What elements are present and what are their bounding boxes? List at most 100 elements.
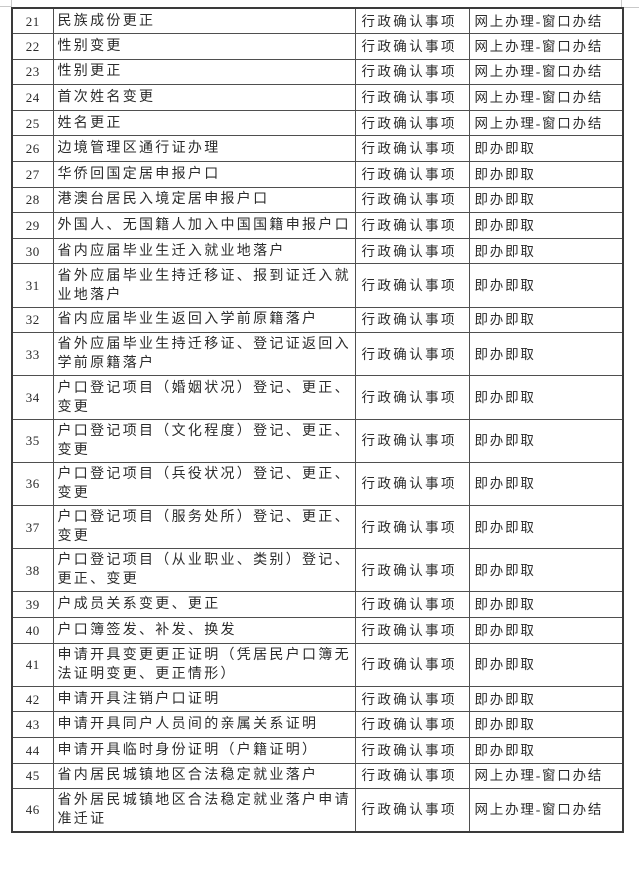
item-category-cell: 行政确认事项 — [354, 84, 470, 111]
row-number-cell: 41 — [11, 642, 54, 687]
item-name-cell: 性别更正 — [52, 58, 356, 86]
row-number-cell: 28 — [11, 186, 54, 214]
table-row: 37 户口登记项目（服务处所）登记、更正、变更 行政确认事项 即办即取 — [11, 504, 624, 550]
processing-method-cell: 即办即取 — [468, 263, 624, 308]
item-name-cell: 申请开具同户人员间的亲属关系证明 — [52, 711, 356, 738]
processing-method-cell: 即办即取 — [468, 418, 624, 463]
item-name-cell: 华侨回国定居申报户口 — [52, 161, 356, 188]
row-number-cell: 35 — [11, 418, 54, 463]
table-row: 26 边境管理区通行证办理 行政确认事项 即办即取 — [11, 135, 624, 163]
table-row: 23 性别更正 行政确认事项 网上办理-窗口办结 — [11, 58, 624, 86]
row-number-cell: 22 — [11, 33, 54, 60]
table-row: 35 户口登记项目（文化程度）登记、更正、变更 行政确认事项 即办即取 — [11, 418, 624, 463]
row-number-cell: 21 — [11, 7, 54, 35]
item-name-cell: 省外居民城镇地区合法稳定就业落户申请准迁证 — [52, 788, 356, 833]
item-category-cell: 行政确认事项 — [354, 186, 470, 214]
processing-method-cell: 网上办理-窗口办结 — [468, 33, 624, 60]
processing-method-cell: 网上办理-窗口办结 — [468, 788, 624, 833]
item-category-cell: 行政确认事项 — [354, 762, 470, 790]
table-row: 46 省外居民城镇地区合法稳定就业落户申请准迁证 行政确认事项 网上办理-窗口办结 — [11, 788, 624, 833]
processing-method-cell: 即办即取 — [468, 212, 624, 239]
item-name-cell: 性别变更 — [52, 33, 356, 60]
row-number-cell: 24 — [11, 84, 54, 111]
table-row: 40 户口簿签发、补发、换发 行政确认事项 即办即取 — [11, 616, 624, 644]
table-row: 36 户口登记项目（兵役状况）登记、更正、变更 行政确认事项 即办即取 — [11, 461, 624, 506]
row-number-cell: 33 — [11, 332, 54, 377]
item-category-cell: 行政确认事项 — [354, 33, 470, 60]
item-category-cell: 行政确认事项 — [354, 58, 470, 86]
table-row: 45 省内居民城镇地区合法稳定就业落户 行政确认事项 网上办理-窗口办结 — [11, 762, 624, 790]
processing-method-cell: 即办即取 — [468, 135, 624, 163]
row-number-cell: 46 — [11, 788, 54, 833]
item-category-cell: 行政确认事项 — [354, 788, 470, 833]
table-body: 21 民族成份更正 行政确认事项 网上办理-窗口办结 22 性别变更 行政确认事项 网上办理-… — [11, 7, 624, 833]
item-name-cell: 港澳台居民入境定居申报户口 — [52, 186, 356, 214]
row-number-cell: 39 — [11, 591, 54, 618]
item-name-cell: 户口登记项目（服务处所）登记、更正、变更 — [52, 504, 356, 550]
item-name-cell: 民族成份更正 — [52, 7, 356, 35]
item-name-cell: 户口登记项目（从业职业、类别）登记、更正、变更 — [52, 548, 356, 593]
item-name-cell: 外国人、无国籍人加入中国国籍申报户口 — [52, 212, 356, 239]
table-row: 34 户口登记项目（婚姻状况）登记、更正、变更 行政确认事项 即办即取 — [11, 375, 624, 420]
table-row: 33 省外应届毕业生持迁移证、登记证返回入学前原籍落户 行政确认事项 即办即取 — [11, 332, 624, 377]
table-row: 22 性别变更 行政确认事项 网上办理-窗口办结 — [11, 33, 624, 60]
table-row: 41 申请开具变更更正证明（凭居民户口簿无法证明变更、更正情形） 行政确认事项 即办即… — [11, 642, 624, 687]
item-category-cell: 行政确认事项 — [354, 306, 470, 334]
scan-artifact-line — [621, 7, 639, 8]
item-name-cell: 姓名更正 — [52, 109, 356, 137]
table-row: 39 户成员关系变更、更正 行政确认事项 即办即取 — [11, 591, 624, 618]
item-category-cell: 行政确认事项 — [354, 642, 470, 687]
row-number-cell: 37 — [11, 504, 54, 550]
item-category-cell: 行政确认事项 — [354, 711, 470, 738]
row-number-cell: 40 — [11, 616, 54, 644]
table-row: 21 民族成份更正 行政确认事项 网上办理-窗口办结 — [11, 7, 624, 35]
item-name-cell: 首次姓名变更 — [52, 84, 356, 111]
item-category-cell: 行政确认事项 — [354, 504, 470, 550]
scan-artifact-line — [0, 6, 12, 7]
processing-method-cell: 即办即取 — [468, 186, 624, 214]
item-category-cell: 行政确认事项 — [354, 263, 470, 308]
table-row: 44 申请开具临时身份证明（户籍证明） 行政确认事项 即办即取 — [11, 736, 624, 764]
row-number-cell: 36 — [11, 461, 54, 506]
item-name-cell: 户口簿签发、补发、换发 — [52, 616, 356, 644]
table-row: 32 省内应届毕业生返回入学前原籍落户 行政确认事项 即办即取 — [11, 306, 624, 334]
item-name-cell: 户口登记项目（兵役状况）登记、更正、变更 — [52, 461, 356, 506]
processing-method-cell: 即办即取 — [468, 237, 624, 265]
table-row: 25 姓名更正 行政确认事项 网上办理-窗口办结 — [11, 109, 624, 137]
table-row: 38 户口登记项目（从业职业、类别）登记、更正、变更 行政确认事项 即办即取 — [11, 548, 624, 593]
row-number-cell: 38 — [11, 548, 54, 593]
item-category-cell: 行政确认事项 — [354, 332, 470, 377]
item-name-cell: 申请开具临时身份证明（户籍证明） — [52, 736, 356, 764]
row-number-cell: 34 — [11, 375, 54, 420]
item-category-cell: 行政确认事项 — [354, 548, 470, 593]
table-row: 43 申请开具同户人员间的亲属关系证明 行政确认事项 即办即取 — [11, 711, 624, 738]
table-row: 28 港澳台居民入境定居申报户口 行政确认事项 即办即取 — [11, 186, 624, 214]
table-row: 30 省内应届毕业生迁入就业地落户 行政确认事项 即办即取 — [11, 237, 624, 265]
processing-method-cell: 即办即取 — [468, 548, 624, 593]
item-category-cell: 行政确认事项 — [354, 375, 470, 420]
row-number-cell: 31 — [11, 263, 54, 308]
item-category-cell: 行政确认事项 — [354, 461, 470, 506]
processing-method-cell: 网上办理-窗口办结 — [468, 109, 624, 137]
item-category-cell: 行政确认事项 — [354, 736, 470, 764]
item-category-cell: 行政确认事项 — [354, 237, 470, 265]
service-items-table: 21 民族成份更正 行政确认事项 网上办理-窗口办结 22 性别变更 行政确认事项 网上办理-… — [11, 7, 624, 833]
processing-method-cell: 即办即取 — [468, 591, 624, 618]
table-row: 29 外国人、无国籍人加入中国国籍申报户口 行政确认事项 即办即取 — [11, 212, 624, 239]
processing-method-cell: 即办即取 — [468, 461, 624, 506]
processing-method-cell: 即办即取 — [468, 504, 624, 550]
row-number-cell: 45 — [11, 762, 54, 790]
processing-method-cell: 即办即取 — [468, 685, 624, 713]
item-name-cell: 申请开具注销户口证明 — [52, 685, 356, 713]
item-name-cell: 省内应届毕业生返回入学前原籍落户 — [52, 306, 356, 334]
processing-method-cell: 即办即取 — [468, 306, 624, 334]
scan-artifact-line — [621, 0, 622, 8]
item-name-cell: 户口登记项目（文化程度）登记、更正、变更 — [52, 418, 356, 463]
processing-method-cell: 即办即取 — [468, 642, 624, 687]
item-category-cell: 行政确认事项 — [354, 212, 470, 239]
row-number-cell: 23 — [11, 58, 54, 86]
row-number-cell: 44 — [11, 736, 54, 764]
table-row: 42 申请开具注销户口证明 行政确认事项 即办即取 — [11, 685, 624, 713]
processing-method-cell: 网上办理-窗口办结 — [468, 762, 624, 790]
row-number-cell: 27 — [11, 161, 54, 188]
